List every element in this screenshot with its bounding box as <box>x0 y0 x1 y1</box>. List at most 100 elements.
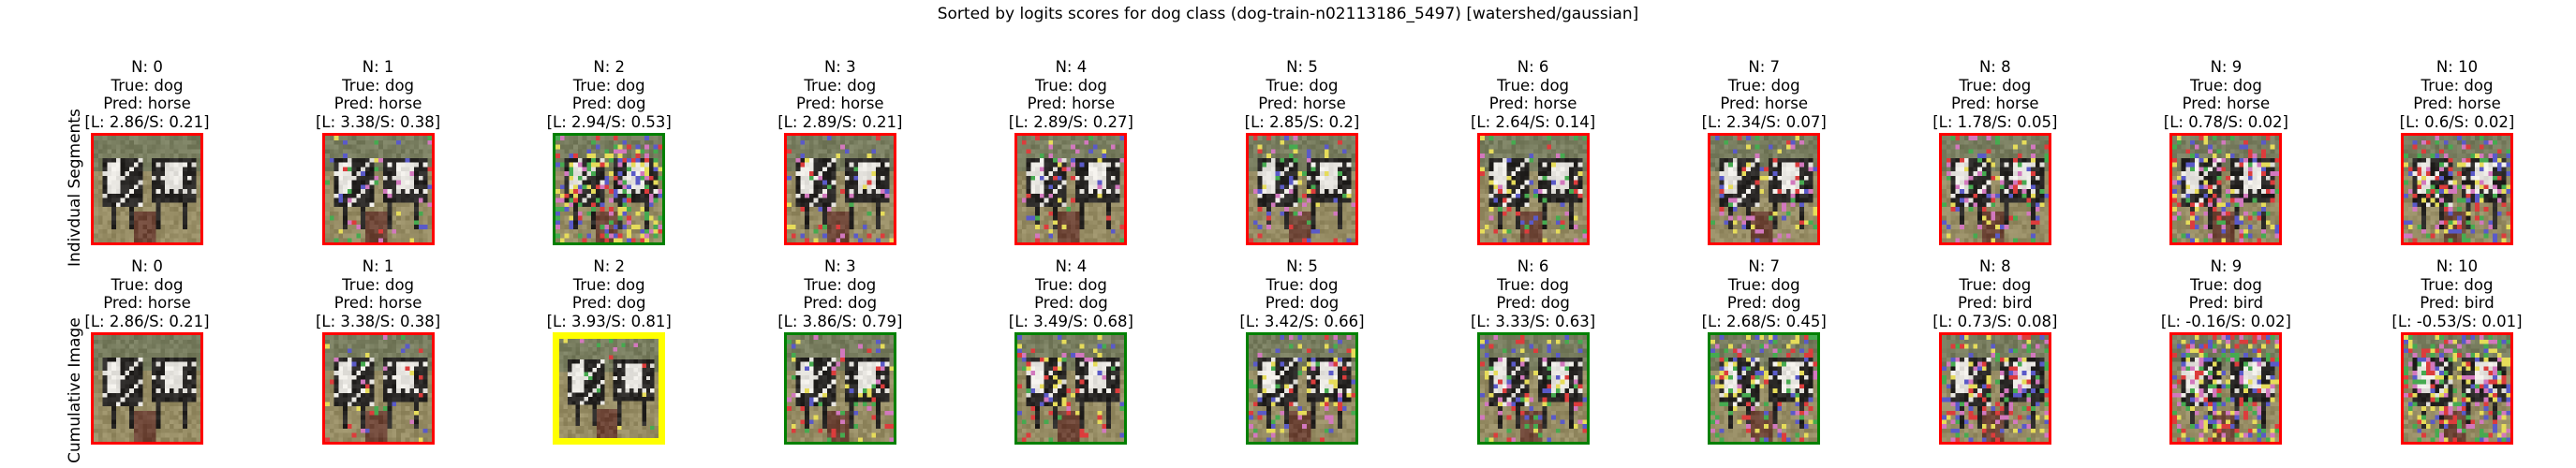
panel-cell: N: 0 True: dog Pred: horse [L: 2.86/S: 0.21… <box>44 58 250 245</box>
panel-caption: N: 10 True: dog Pred: bird [L: -0.53/S: 0.0… <box>2354 257 2560 330</box>
segment-image <box>1014 133 1128 245</box>
segment-image <box>1246 133 1358 245</box>
panel-pred-label: Pred: horse <box>1488 95 1577 112</box>
row-label-cumulative-image: Cumulative Image <box>66 317 84 463</box>
segment-image <box>1938 332 2051 445</box>
panel-score-label: [L: 1.78/S: 0.05] <box>1932 112 2058 131</box>
segment-image <box>2169 332 2283 445</box>
panel-true-label: True: dog <box>1266 76 1339 95</box>
panel-caption: N: 3 True: dog Pred: dog [L: 3.86/S: 0.79] <box>737 257 943 330</box>
panel-n-label: N: 3 <box>823 58 856 76</box>
segment-image <box>321 133 435 245</box>
panel-n-label: N: 1 <box>362 257 394 275</box>
panel-cell: N: 3 True: dog Pred: dog [L: 3.86/S: 0.79] <box>737 257 943 445</box>
segment-image <box>1476 133 1590 245</box>
segment-image <box>2169 133 2283 245</box>
panel-score-label: [L: 2.89/S: 0.21] <box>777 112 903 131</box>
panel-score-label: [L: 2.86/S: 0.21] <box>84 312 210 330</box>
panel-true-label: True: dog <box>2189 76 2262 95</box>
panel-caption: N: 0 True: dog Pred: horse [L: 2.86/S: 0.21… <box>44 257 250 330</box>
panel-score-label: [L: 3.38/S: 0.38] <box>316 112 441 131</box>
segment-image <box>1708 332 1821 445</box>
panel-pred-label: Pred: horse <box>103 294 191 312</box>
panel-caption: N: 1 True: dog Pred: horse [L: 3.38/S: 0.38… <box>275 58 481 131</box>
panel-pred-label: Pred: dog <box>1726 294 1801 312</box>
panel-n-label: N: 5 <box>1286 257 1318 275</box>
panel-cell: N: 10 True: dog Pred: bird [L: -0.53/S: 0.0… <box>2354 257 2560 445</box>
segment-image <box>91 133 203 245</box>
panel-true-label: True: dog <box>342 76 415 95</box>
panel-n-label: N: 7 <box>1748 58 1781 76</box>
panel-n-label: N: 8 <box>1978 58 2011 76</box>
panel-pred-label: Pred: horse <box>333 95 422 112</box>
panel-caption: N: 4 True: dog Pred: horse [L: 2.89/S: 0.27… <box>968 58 1174 131</box>
panel-cell: N: 5 True: dog Pred: dog [L: 3.42/S: 0.66] <box>1199 257 1405 445</box>
panel-score-label: [L: 2.34/S: 0.07] <box>1701 112 1827 131</box>
panel-score-label: [L: 3.42/S: 0.66] <box>1239 312 1365 330</box>
panel-pred-label: Pred: dog <box>803 294 878 312</box>
segment-image <box>1014 332 1128 445</box>
panel-true-label: True: dog <box>1497 275 1570 294</box>
panel-n-label: N: 10 <box>2435 58 2479 76</box>
panel-pred-label: Pred: dog <box>571 294 646 312</box>
panel-pred-label: Pred: horse <box>333 294 422 312</box>
segment-image <box>1476 332 1590 445</box>
panel-caption: N: 7 True: dog Pred: horse [L: 2.34/S: 0.07… <box>1661 58 1867 131</box>
panel-n-label: N: 6 <box>1517 257 1549 275</box>
panel-pred-label: Pred: dog <box>1265 294 1340 312</box>
panel-n-label: N: 9 <box>2210 257 2243 275</box>
panel-cell: N: 5 True: dog Pred: horse [L: 2.85/S: 0.2] <box>1199 58 1405 245</box>
panel-true-label: True: dog <box>804 76 877 95</box>
panel-pred-label: Pred: horse <box>2413 95 2501 112</box>
panel-pred-label: Pred: horse <box>103 95 191 112</box>
panel-score-label: [L: 3.86/S: 0.79] <box>777 312 903 330</box>
panel-caption: N: 7 True: dog Pred: dog [L: 2.68/S: 0.45] <box>1661 257 1867 330</box>
panel-n-label: N: 3 <box>823 257 856 275</box>
panel-score-label: [L: -0.16/S: 0.02] <box>2160 312 2291 330</box>
panel-true-label: True: dog <box>1727 275 1800 294</box>
panel-score-label: [L: 0.6/S: 0.02] <box>2399 112 2515 131</box>
panel-score-label: [L: 3.93/S: 0.81] <box>546 312 672 330</box>
panel-true-label: True: dog <box>2421 76 2494 95</box>
panel-caption: N: 5 True: dog Pred: horse [L: 2.85/S: 0.2] <box>1199 58 1405 131</box>
panel-caption: N: 2 True: dog Pred: dog [L: 2.94/S: 0.53] <box>506 58 712 131</box>
panel-cell: N: 7 True: dog Pred: horse [L: 2.34/S: 0.07… <box>1661 58 1867 245</box>
segment-image <box>91 332 203 445</box>
panel-pred-label: Pred: horse <box>2182 95 2271 112</box>
panel-cell: N: 8 True: dog Pred: bird [L: 0.73/S: 0.08] <box>1892 257 2098 445</box>
panel-true-label: True: dog <box>342 275 415 294</box>
panel-cell: N: 8 True: dog Pred: horse [L: 1.78/S: 0.05… <box>1892 58 2098 245</box>
panel-cell: N: 1 True: dog Pred: horse [L: 3.38/S: 0.38… <box>275 58 481 245</box>
row-label-individual-segments: Indivdual Segments <box>66 109 84 267</box>
panel-true-label: True: dog <box>111 76 184 95</box>
segment-image <box>1708 133 1821 245</box>
panel-caption: N: 0 True: dog Pred: horse [L: 2.86/S: 0.21… <box>44 58 250 131</box>
panel-true-label: True: dog <box>572 76 645 95</box>
panel-true-label: True: dog <box>2189 275 2262 294</box>
panel-cell: N: 3 True: dog Pred: horse [L: 2.89/S: 0.21… <box>737 58 943 245</box>
panel-cell: N: 4 True: dog Pred: horse [L: 2.89/S: 0.27… <box>968 58 1174 245</box>
panel-cell: N: 2 True: dog Pred: dog [L: 3.93/S: 0.81] <box>506 257 712 445</box>
panel-caption: N: 3 True: dog Pred: horse [L: 2.89/S: 0.21… <box>737 58 943 131</box>
panel-n-label: N: 4 <box>1055 58 1088 76</box>
panel-score-label: [L: 0.78/S: 0.02] <box>2163 112 2288 131</box>
panel-caption: N: 6 True: dog Pred: horse [L: 2.64/S: 0.14… <box>1430 58 1636 131</box>
panel-true-label: True: dog <box>1959 275 2032 294</box>
panel-true-label: True: dog <box>1034 275 1107 294</box>
panel-n-label: N: 2 <box>593 257 626 275</box>
panel-pred-label: Pred: horse <box>1027 95 1116 112</box>
panel-pred-label: Pred: horse <box>1720 95 1808 112</box>
panel-pred-label: Pred: bird <box>2420 294 2495 312</box>
panel-score-label: [L: 2.64/S: 0.14] <box>1471 112 1596 131</box>
panel-caption: N: 10 True: dog Pred: horse [L: 0.6/S: 0.02… <box>2354 58 2560 131</box>
panel-score-label: [L: 0.73/S: 0.08] <box>1932 312 2058 330</box>
panel-caption: N: 8 True: dog Pred: bird [L: 0.73/S: 0.08] <box>1892 257 2098 330</box>
panel-n-label: N: 6 <box>1517 58 1549 76</box>
panel-score-label: [L: 2.89/S: 0.27] <box>1008 112 1133 131</box>
panel-score-label: [L: 3.33/S: 0.63] <box>1471 312 1596 330</box>
panel-caption: N: 4 True: dog Pred: dog [L: 3.49/S: 0.68] <box>968 257 1174 330</box>
panel-caption: N: 1 True: dog Pred: horse [L: 3.38/S: 0.38… <box>275 257 481 330</box>
panel-score-label: [L: 3.49/S: 0.68] <box>1008 312 1133 330</box>
panel-cell: N: 9 True: dog Pred: bird [L: -0.16/S: 0.02… <box>2123 257 2329 445</box>
segment-image <box>553 332 666 445</box>
